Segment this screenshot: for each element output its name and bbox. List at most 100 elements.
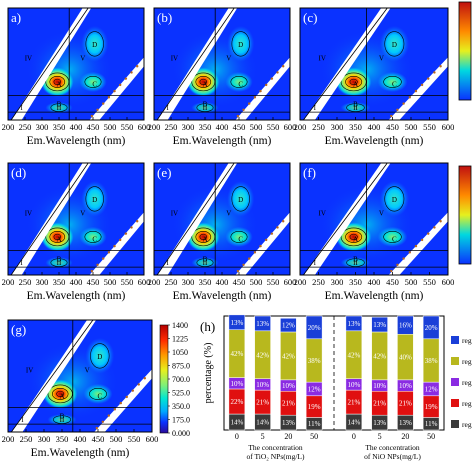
legend-label: reg bbox=[462, 399, 472, 408]
bar-data-label: 38% bbox=[425, 357, 438, 365]
contour-line bbox=[53, 78, 61, 86]
scatter-point bbox=[282, 65, 285, 68]
region-label: V bbox=[80, 55, 85, 63]
panel-letter: (g) bbox=[11, 322, 26, 337]
contour-line bbox=[345, 231, 363, 243]
category-label: 5 bbox=[261, 432, 265, 441]
peak-b bbox=[45, 257, 73, 269]
rayleigh-scatter-band bbox=[303, 163, 391, 275]
x-tick-label: 550 bbox=[423, 277, 436, 287]
scatter-point bbox=[236, 269, 240, 273]
bar-data-label: 14% bbox=[230, 419, 243, 427]
x-tick-label: 600 bbox=[442, 277, 455, 287]
bar-data-label: 13% bbox=[373, 321, 386, 329]
peak-c bbox=[377, 226, 408, 247]
region-label: IV bbox=[26, 367, 33, 375]
scatter-point bbox=[90, 114, 94, 118]
x-tick-label: 550 bbox=[423, 122, 436, 132]
scatter-point bbox=[119, 238, 122, 242]
x-tick-label: 250 bbox=[312, 277, 325, 287]
region-label: D bbox=[238, 196, 243, 204]
contour-line bbox=[383, 76, 402, 88]
scatter-point bbox=[402, 257, 405, 260]
scatter-point bbox=[90, 269, 94, 273]
bar-segment bbox=[305, 315, 323, 340]
scatter-point bbox=[107, 414, 111, 417]
region-label: I bbox=[166, 104, 169, 112]
rayleigh-scatter-band bbox=[11, 320, 97, 432]
x-tick-label: 500 bbox=[250, 122, 263, 132]
bar-data-label: 19% bbox=[308, 403, 321, 411]
region-label: I bbox=[20, 259, 23, 267]
scatter-point bbox=[402, 102, 405, 105]
peak-c bbox=[79, 71, 107, 92]
colorbar-tick-label: 1225 bbox=[172, 335, 188, 344]
contour-line bbox=[195, 76, 212, 88]
region-label: A bbox=[56, 235, 61, 243]
contour-line bbox=[384, 186, 405, 212]
x-tick-label: 600 bbox=[442, 122, 455, 132]
x-tick-label: 400 bbox=[368, 122, 381, 132]
x-tick-label: 200 bbox=[2, 434, 15, 444]
scatter-point bbox=[113, 244, 116, 248]
panel-letter: a) bbox=[11, 10, 21, 25]
region-label: II bbox=[203, 104, 208, 112]
x-tick-label: 600 bbox=[284, 122, 297, 132]
bar-data-label: 22% bbox=[230, 398, 243, 406]
bar-segment bbox=[397, 315, 414, 335]
scatter-point bbox=[265, 238, 268, 242]
region-label: C bbox=[238, 80, 243, 88]
scatter-point bbox=[439, 65, 442, 68]
bar-data-label: 20% bbox=[425, 324, 438, 332]
contour-line bbox=[346, 258, 365, 267]
region-label: C bbox=[392, 235, 397, 243]
x-axis-label: Em.Wavelength (nm) bbox=[173, 135, 272, 147]
scatter-point bbox=[125, 395, 128, 399]
scatter-point bbox=[420, 238, 424, 242]
region-label: C bbox=[238, 235, 243, 243]
x-tick-label: 450 bbox=[233, 122, 246, 132]
bar-data-label: 21% bbox=[282, 400, 295, 408]
x-tick-label: 550 bbox=[121, 122, 134, 132]
scatter-point bbox=[259, 89, 262, 93]
bar-data-label: 42% bbox=[230, 350, 243, 358]
scatter-point bbox=[248, 257, 251, 260]
colorbar-tick-label: 0.000 bbox=[172, 429, 190, 438]
scatter-point bbox=[433, 71, 436, 74]
scatter-point bbox=[101, 420, 105, 423]
region-label: IV bbox=[319, 210, 326, 218]
x-tick-label: 600 bbox=[138, 122, 151, 132]
scatter-point bbox=[137, 383, 140, 386]
x-tick-label: 400 bbox=[216, 122, 229, 132]
region-label: D bbox=[392, 196, 397, 204]
x-tick-label: 300 bbox=[331, 122, 344, 132]
bar-segment bbox=[422, 315, 440, 340]
x-tick-label: 350 bbox=[53, 122, 66, 132]
x-tick-label: 400 bbox=[368, 277, 381, 287]
x-tick-label: 350 bbox=[53, 277, 66, 287]
region-label: I bbox=[166, 259, 169, 267]
bar-data-label: 20% bbox=[308, 324, 321, 332]
scatter-point bbox=[119, 83, 122, 87]
bar-data-label: 10% bbox=[230, 380, 243, 388]
bar-data-label: 42% bbox=[373, 352, 386, 360]
scatter-point bbox=[390, 269, 393, 273]
x-tick-label: 500 bbox=[405, 122, 418, 132]
region-label: A bbox=[59, 392, 64, 400]
peak-b bbox=[340, 257, 371, 269]
x-tick-label: 350 bbox=[199, 122, 212, 132]
contour-line bbox=[196, 258, 214, 267]
x-tick-label: 300 bbox=[182, 122, 195, 132]
bar-data-label: 11% bbox=[308, 420, 321, 428]
legend-swatch bbox=[451, 378, 459, 386]
x-tick-label: 200 bbox=[2, 277, 15, 287]
region-label: IV bbox=[171, 55, 178, 63]
x-tick-label: 550 bbox=[121, 277, 134, 287]
category-label: 50 bbox=[427, 432, 435, 441]
x-tick-label: 250 bbox=[20, 434, 33, 444]
x-axis-label: Em.Wavelength (nm) bbox=[27, 290, 126, 302]
bar-data-label: 12% bbox=[308, 385, 321, 393]
